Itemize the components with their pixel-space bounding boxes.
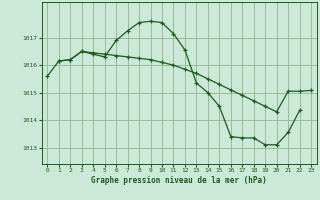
X-axis label: Graphe pression niveau de la mer (hPa): Graphe pression niveau de la mer (hPa) bbox=[91, 176, 267, 185]
